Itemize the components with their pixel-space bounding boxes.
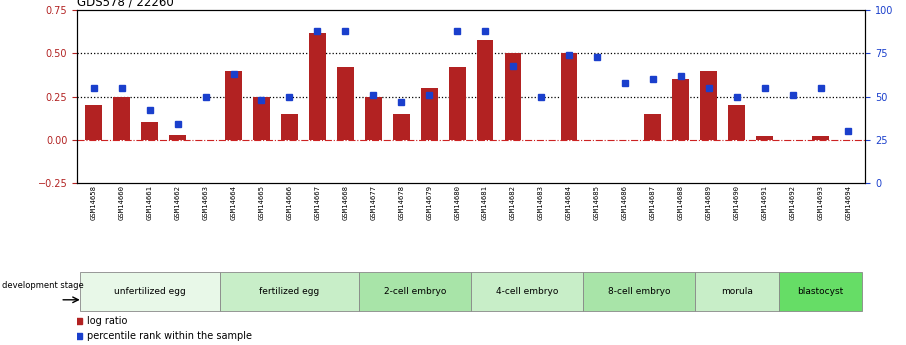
Text: GSM14682: GSM14682 [510,185,516,219]
Text: GSM14683: GSM14683 [538,185,544,219]
Text: GSM14690: GSM14690 [734,185,739,219]
Text: blastocyst: blastocyst [797,287,843,296]
Text: percentile rank within the sample: percentile rank within the sample [87,331,252,341]
Bar [583,272,695,312]
Text: GSM14693: GSM14693 [817,185,824,219]
Bar [695,272,778,312]
Text: GSM14680: GSM14680 [454,185,460,219]
Bar [141,122,158,140]
Text: GSM14689: GSM14689 [706,185,712,219]
Bar [113,97,130,140]
Bar [360,272,471,312]
Text: GSM14677: GSM14677 [371,185,376,219]
Bar [309,33,326,140]
Text: GSM14681: GSM14681 [482,185,488,219]
Text: GSM14686: GSM14686 [622,185,628,219]
Bar [471,272,583,312]
Bar [253,97,270,140]
Bar [169,135,186,140]
Text: GSM14660: GSM14660 [119,185,125,219]
Bar [448,67,466,140]
Text: 8-cell embryo: 8-cell embryo [608,287,670,296]
Bar [812,136,829,140]
Bar [337,67,353,140]
Bar [393,114,410,140]
Text: GSM14664: GSM14664 [230,185,236,219]
Text: GSM14667: GSM14667 [314,185,321,219]
Text: GSM14692: GSM14692 [789,185,795,219]
Text: GSM14661: GSM14661 [147,185,153,219]
Text: GSM14666: GSM14666 [286,185,293,219]
Bar [365,97,381,140]
Bar [85,105,102,140]
Text: unfertilized egg: unfertilized egg [114,287,186,296]
Text: GSM14685: GSM14685 [594,185,600,219]
Bar [644,114,661,140]
Text: GSM14668: GSM14668 [342,185,348,219]
Text: GSM14687: GSM14687 [650,185,656,219]
Text: GSM14688: GSM14688 [678,185,684,219]
Text: GSM14691: GSM14691 [762,185,767,219]
Bar [281,114,298,140]
Bar [420,88,438,140]
Text: GSM14663: GSM14663 [203,185,208,219]
Text: GSM14658: GSM14658 [91,185,97,219]
Bar [728,105,745,140]
Bar [477,40,494,140]
Bar [672,79,689,140]
Bar [561,53,577,140]
Bar [219,272,360,312]
Text: fertilized egg: fertilized egg [259,287,320,296]
Text: GSM14684: GSM14684 [566,185,572,219]
Bar [757,136,773,140]
Text: GSM14679: GSM14679 [426,185,432,219]
Bar [226,71,242,140]
Text: GSM14678: GSM14678 [399,185,404,219]
Text: development stage: development stage [2,281,83,290]
Bar [700,71,717,140]
Text: 2-cell embryo: 2-cell embryo [384,287,447,296]
Text: GSM14665: GSM14665 [258,185,265,219]
Bar [778,272,863,312]
Text: GSM14694: GSM14694 [845,185,852,219]
Text: 4-cell embryo: 4-cell embryo [496,287,558,296]
Bar [505,53,522,140]
Text: morula: morula [720,287,753,296]
Text: log ratio: log ratio [87,316,128,326]
Bar [80,272,219,312]
Text: GSM14662: GSM14662 [175,185,180,219]
Text: GDS578 / 22260: GDS578 / 22260 [77,0,174,9]
